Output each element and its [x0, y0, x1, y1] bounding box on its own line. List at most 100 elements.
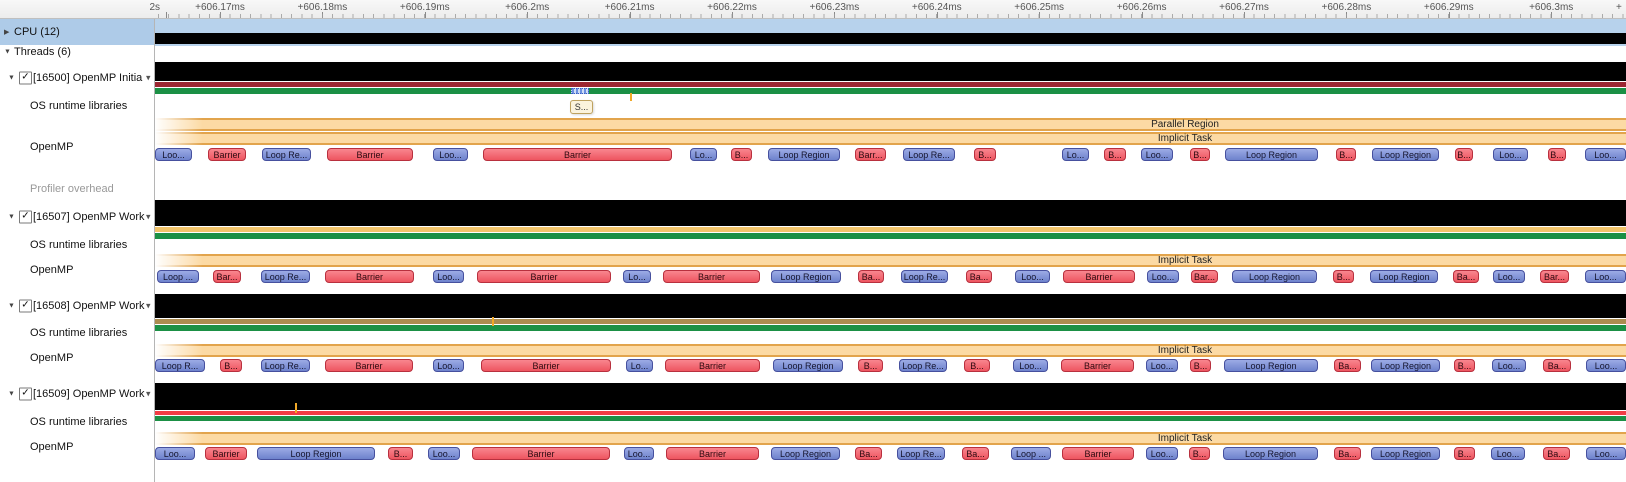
loop-region-block[interactable]: Loop Region: [257, 447, 375, 460]
barrier-block[interactable]: B...: [1455, 148, 1473, 161]
event-marker[interactable]: [630, 93, 632, 101]
barrier-block[interactable]: B...: [1454, 447, 1475, 460]
sidebar-row-profiler-overhead[interactable]: Profiler overhead: [0, 179, 154, 199]
collapse-arrow-icon[interactable]: ▼: [8, 390, 15, 398]
loop-region-block[interactable]: Loo...: [1146, 359, 1178, 372]
barrier-block[interactable]: Barrier: [483, 148, 672, 161]
barrier-block[interactable]: Barrier: [327, 148, 413, 161]
event-marker[interactable]: [492, 317, 494, 326]
timeline-ruler[interactable]: 2s +606.17ms +606.18ms +606.19ms +606.2ms +60…: [0, 0, 1626, 19]
loop-region-block[interactable]: Loop Region: [1371, 359, 1440, 372]
loop-region-block[interactable]: Loop Region: [1371, 447, 1440, 460]
sidebar-row-threads[interactable]: ▼ Threads (6): [0, 43, 154, 61]
barrier-block[interactable]: B...: [1190, 148, 1210, 161]
loop-region-block[interactable]: Loo...: [1586, 359, 1626, 372]
loop-region-block[interactable]: Loop Re...: [901, 270, 948, 283]
loop-region-block[interactable]: Loo...: [433, 359, 464, 372]
sidebar-row-os-16508[interactable]: OS runtime libraries: [0, 323, 154, 343]
barrier-block[interactable]: Ba...: [858, 270, 884, 283]
barrier-block[interactable]: Ba...: [855, 447, 882, 460]
loop-region-block[interactable]: Loo...: [155, 148, 192, 161]
barrier-block[interactable]: B...: [1190, 359, 1211, 372]
barrier-block[interactable]: B...: [220, 359, 242, 372]
loop-region-block[interactable]: Loo...: [433, 148, 468, 161]
thread-visibility-checkbox[interactable]: ✓: [19, 210, 32, 224]
sidebar-row-thread-16507[interactable]: ▼ ✓ [16507] OpenMP Work ▾: [0, 207, 154, 227]
loop-region-block[interactable]: Loo...: [1493, 270, 1525, 283]
sidebar-row-openmp-16500[interactable]: OpenMP: [0, 137, 154, 157]
loop-region-block[interactable]: Loo...: [1492, 359, 1526, 372]
barrier-block[interactable]: Bar...: [1540, 270, 1569, 283]
barrier-block[interactable]: B...: [1333, 270, 1354, 283]
sidebar-row-openmp-16509[interactable]: OpenMP: [0, 437, 154, 457]
collapse-arrow-icon[interactable]: ▼: [4, 48, 11, 56]
loop-region-block[interactable]: Loop Re...: [897, 447, 945, 460]
implicit-task-band[interactable]: Implicit Task: [155, 344, 1626, 357]
barrier-block[interactable]: Barrier: [472, 447, 610, 460]
loop-region-block[interactable]: Loo...: [624, 447, 654, 460]
barrier-block[interactable]: Bar...: [1191, 270, 1218, 283]
loop-region-block[interactable]: Lo...: [690, 148, 717, 161]
loop-region-block[interactable]: Loop Re...: [261, 359, 310, 372]
barrier-block[interactable]: Bar...: [213, 270, 241, 283]
barrier-block[interactable]: B...: [1336, 148, 1356, 161]
loop-region-block[interactable]: Loop ...: [157, 270, 199, 283]
barrier-block[interactable]: Barrier: [325, 359, 413, 372]
loop-region-block[interactable]: Loop Region: [771, 447, 840, 460]
barrier-block[interactable]: B...: [1548, 148, 1566, 161]
sidebar-row-thread-16509[interactable]: ▼ ✓ [16509] OpenMP Work ▾: [0, 384, 154, 404]
sidebar-row-thread-16500[interactable]: ▼ ✓ [16500] OpenMP Initia ▾: [0, 68, 154, 88]
loop-region-block[interactable]: Loop Region: [1224, 359, 1318, 372]
barrier-block[interactable]: Barrier: [1062, 447, 1134, 460]
loop-region-block[interactable]: Loo...: [1493, 148, 1528, 161]
loop-region-block[interactable]: Loop Region: [1225, 148, 1318, 161]
loop-region-block[interactable]: Loo...: [1146, 447, 1178, 460]
barrier-block[interactable]: Barrier: [208, 148, 246, 161]
barrier-block[interactable]: Barrier: [663, 270, 760, 283]
barrier-block[interactable]: B...: [388, 447, 413, 460]
loop-region-block[interactable]: Loop Region: [1372, 148, 1439, 161]
loop-region-block[interactable]: Lo...: [623, 270, 651, 283]
barrier-block[interactable]: Barrier: [477, 270, 611, 283]
selection-marker[interactable]: [571, 88, 589, 94]
loop-region-block[interactable]: Loop Region: [1370, 270, 1438, 283]
sidebar-row-os-16507[interactable]: OS runtime libraries: [0, 235, 154, 255]
thread-options-dropdown-icon[interactable]: ▾: [146, 72, 151, 83]
barrier-block[interactable]: B...: [1104, 148, 1126, 161]
loop-region-block[interactable]: Lo...: [626, 359, 653, 372]
barrier-block[interactable]: Barrier: [1063, 270, 1135, 283]
loop-region-block[interactable]: Loo...: [1491, 447, 1525, 460]
loop-region-block[interactable]: Loop Region: [773, 359, 843, 372]
barrier-block[interactable]: Barrier: [1061, 359, 1134, 372]
event-marker[interactable]: [295, 403, 297, 413]
loop-region-block[interactable]: Loo...: [1585, 148, 1626, 161]
implicit-task-band[interactable]: Implicit Task: [155, 254, 1626, 267]
loop-region-block[interactable]: Loop Region: [771, 270, 841, 283]
loop-region-block[interactable]: Loop Region: [768, 148, 840, 161]
expand-arrow-icon[interactable]: ▶: [4, 29, 10, 36]
barrier-block[interactable]: Ba...: [1543, 359, 1571, 372]
loop-region-block[interactable]: Loop Re...: [262, 148, 311, 161]
loop-region-block[interactable]: Loo...: [1147, 270, 1179, 283]
loop-region-block[interactable]: Loop Re...: [899, 359, 947, 372]
loop-region-block[interactable]: Loop Re...: [903, 148, 955, 161]
barrier-block[interactable]: Ba...: [1453, 270, 1479, 283]
loop-region-block[interactable]: Loo...: [1586, 447, 1626, 460]
sidebar-row-openmp-16507[interactable]: OpenMP: [0, 260, 154, 280]
loop-region-block[interactable]: Loo...: [428, 447, 460, 460]
collapse-arrow-icon[interactable]: ▼: [8, 213, 15, 221]
sidebar-row-cpu[interactable]: ▶ CPU (12): [0, 19, 154, 45]
barrier-block[interactable]: Barrier: [325, 270, 414, 283]
implicit-task-band[interactable]: Implicit Task: [155, 432, 1626, 445]
barrier-block[interactable]: Ba...: [962, 447, 989, 460]
barrier-block[interactable]: Barr...: [855, 148, 886, 161]
barrier-block[interactable]: Barrier: [666, 447, 759, 460]
barrier-block[interactable]: Barrier: [481, 359, 611, 372]
barrier-block[interactable]: Ba...: [1334, 447, 1361, 460]
sidebar-row-os-16500[interactable]: OS runtime libraries: [0, 96, 154, 116]
loop-region-block[interactable]: Loo...: [155, 447, 195, 460]
barrier-block[interactable]: B...: [1454, 359, 1475, 372]
barrier-block[interactable]: B...: [1189, 447, 1210, 460]
loop-region-block[interactable]: Loop R...: [155, 359, 205, 372]
